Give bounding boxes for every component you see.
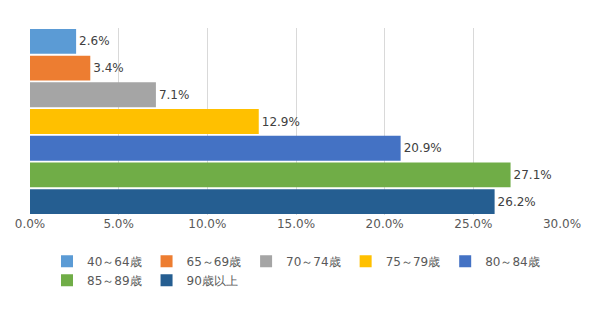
svg-text:70～74歳: 70～74歳 (286, 255, 341, 269)
svg-text:90歳以上: 90歳以上 (187, 274, 238, 288)
svg-text:75～79歳: 75～79歳 (386, 255, 441, 269)
svg-text:30.0%: 30.0% (543, 217, 581, 231)
svg-text:0.0%: 0.0% (15, 217, 46, 231)
svg-text:3.4%: 3.4% (93, 61, 124, 75)
svg-text:65～69歳: 65～69歳 (187, 255, 242, 269)
svg-text:26.2%: 26.2% (498, 195, 536, 209)
svg-text:25.0%: 25.0% (454, 217, 492, 231)
svg-text:40～64歳: 40～64歳 (87, 255, 142, 269)
svg-text:20.0%: 20.0% (366, 217, 404, 231)
svg-text:27.1%: 27.1% (514, 168, 552, 182)
svg-text:7.1%: 7.1% (159, 88, 190, 102)
svg-text:85～89歳: 85～89歳 (87, 274, 142, 288)
svg-text:80～84歳: 80～84歳 (485, 255, 540, 269)
svg-text:12.9%: 12.9% (262, 115, 300, 129)
svg-text:15.0%: 15.0% (277, 217, 315, 231)
svg-text:20.9%: 20.9% (404, 141, 442, 155)
svg-text:10.0%: 10.0% (188, 217, 226, 231)
svg-text:2.6%: 2.6% (79, 34, 110, 48)
svg-text:5.0%: 5.0% (103, 217, 134, 231)
